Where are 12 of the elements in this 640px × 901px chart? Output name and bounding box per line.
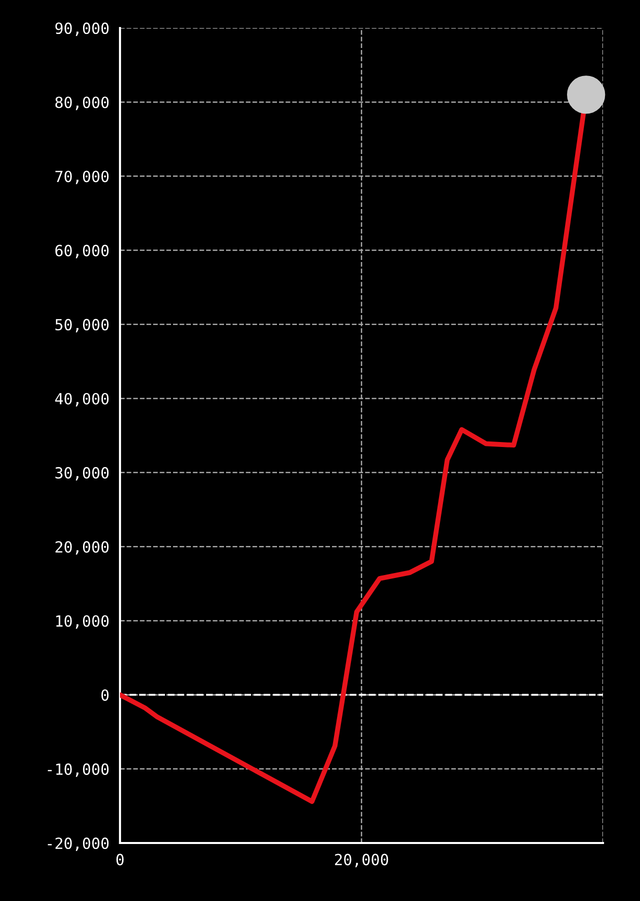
y-tick-label: -10,000 [48,763,109,777]
y-tick-label: 0 [101,689,109,701]
y-tick-label: -20,000 [48,838,109,851]
y-tick-label: 50,000 [55,318,109,332]
y-tick-label: 60,000 [55,244,109,258]
y-tick-label: 90,000 [55,22,109,36]
y-tick-label: 30,000 [55,467,109,481]
y-tick-label: 70,000 [55,170,109,184]
y-tick-label: 20,000 [56,541,109,555]
y-tick-label: 40,000 [55,392,109,406]
y-tick-label: 80,000 [55,96,109,110]
y-tick-label: 10,000 [56,615,109,629]
